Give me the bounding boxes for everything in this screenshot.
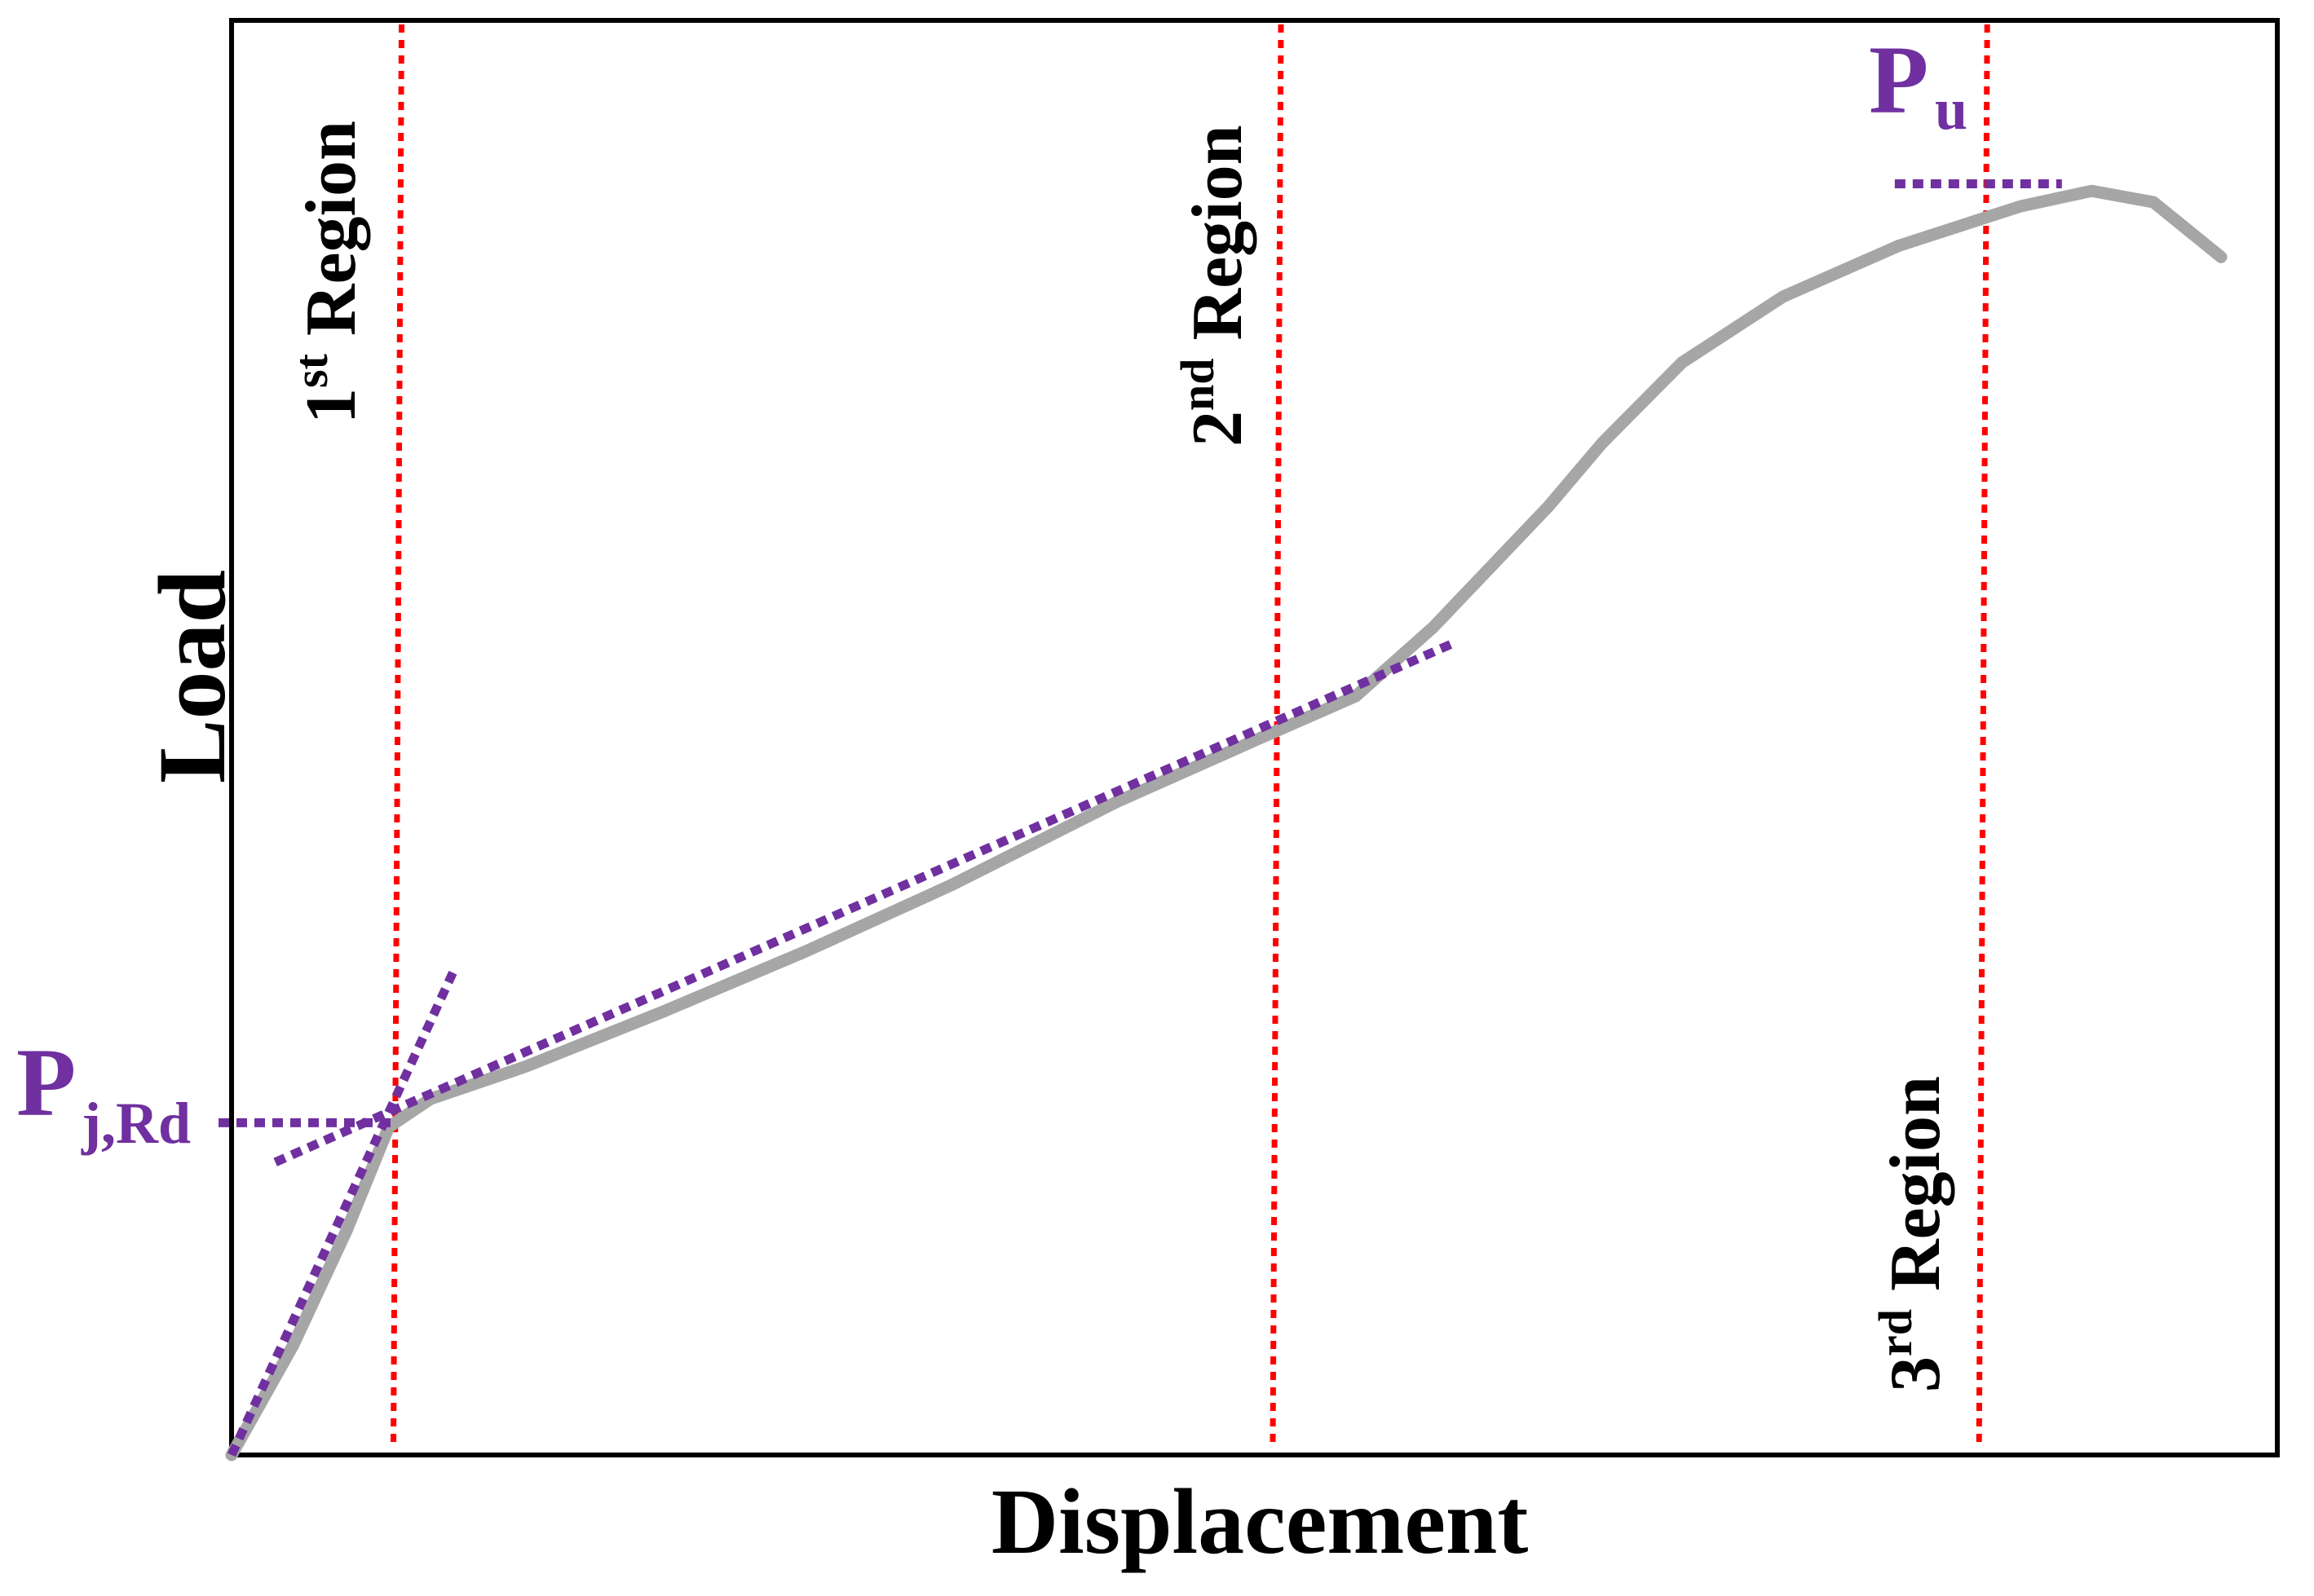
region-1-word: Region bbox=[292, 121, 371, 354]
region-3-number: 3 bbox=[1876, 1356, 1955, 1392]
region-3-label: 3rd Region bbox=[1869, 1076, 1955, 1392]
load-curve-1 bbox=[225, 184, 2228, 1462]
region-boundary-3 bbox=[1976, 24, 1990, 1444]
initial-stiffness-tangent bbox=[227, 967, 459, 1457]
region-2-label: 2nd Region bbox=[1171, 125, 1257, 447]
p-jrd-main: P bbox=[16, 1028, 76, 1136]
region-1-number: 1 bbox=[292, 388, 371, 424]
p-jrd-subscript: j,Rd bbox=[81, 1091, 191, 1156]
region-boundaries bbox=[391, 24, 1990, 1444]
region-1-suffix: st bbox=[285, 353, 338, 388]
region-boundary-1 bbox=[391, 24, 405, 1444]
load-curve-layer bbox=[225, 184, 2228, 1462]
region-2-word: Region bbox=[1178, 125, 1257, 358]
region-3-suffix: rd bbox=[1869, 1309, 1922, 1356]
x-axis-label: Displacement bbox=[991, 1470, 1529, 1573]
p-u-subscript: u bbox=[1935, 77, 1967, 142]
region-3-word: Region bbox=[1876, 1076, 1955, 1309]
region-2-suffix: nd bbox=[1171, 358, 1224, 411]
region-boundary-2 bbox=[1270, 24, 1284, 1444]
region-1-label: 1st Region bbox=[285, 121, 371, 424]
tangent-lines bbox=[219, 179, 2062, 1457]
y-axis-label: Load bbox=[139, 570, 245, 783]
plot-frame bbox=[229, 18, 2280, 1457]
p-jrd-label: Pj,Rd bbox=[16, 1028, 191, 1156]
region-2-number: 2 bbox=[1178, 411, 1257, 447]
p-u-main: P bbox=[1869, 25, 1928, 134]
